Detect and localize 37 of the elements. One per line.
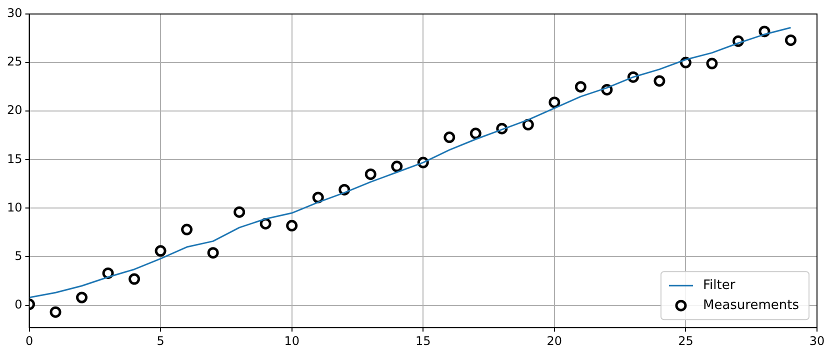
y-tick-label: 0 <box>14 297 22 312</box>
legend-label: Filter <box>702 278 736 293</box>
point <box>181 224 193 236</box>
point <box>50 306 62 318</box>
point <box>207 247 219 259</box>
point <box>522 118 534 130</box>
x-tick-label: 25 <box>678 334 694 348</box>
point <box>128 273 140 285</box>
x-tick-label: 30 <box>809 334 825 348</box>
point <box>286 220 298 232</box>
point <box>706 58 718 70</box>
x-tick-label: 15 <box>415 334 431 348</box>
y-tick-label: 5 <box>14 248 22 263</box>
y-tick-label: 20 <box>6 103 22 118</box>
point <box>312 192 324 204</box>
point <box>391 160 403 172</box>
point <box>444 132 456 144</box>
y-tick-label: 15 <box>6 152 22 166</box>
y-tick-label: 25 <box>6 54 22 69</box>
point <box>364 168 376 180</box>
legend-label: Measurements <box>702 298 800 313</box>
point <box>102 267 114 279</box>
x-tick-label: 20 <box>546 334 562 348</box>
x-tick-label: 0 <box>25 334 34 348</box>
point <box>654 75 666 87</box>
point <box>76 292 88 304</box>
point <box>574 81 586 93</box>
point <box>154 245 166 257</box>
point <box>784 34 796 46</box>
x-tick-label: 10 <box>284 334 300 348</box>
point <box>234 206 246 218</box>
x-tick-label: 5 <box>156 334 164 348</box>
y-tick-label: 30 <box>6 6 22 20</box>
point <box>470 128 482 140</box>
y-tick-label: 10 <box>6 200 22 214</box>
point <box>260 218 272 230</box>
point <box>548 96 560 108</box>
